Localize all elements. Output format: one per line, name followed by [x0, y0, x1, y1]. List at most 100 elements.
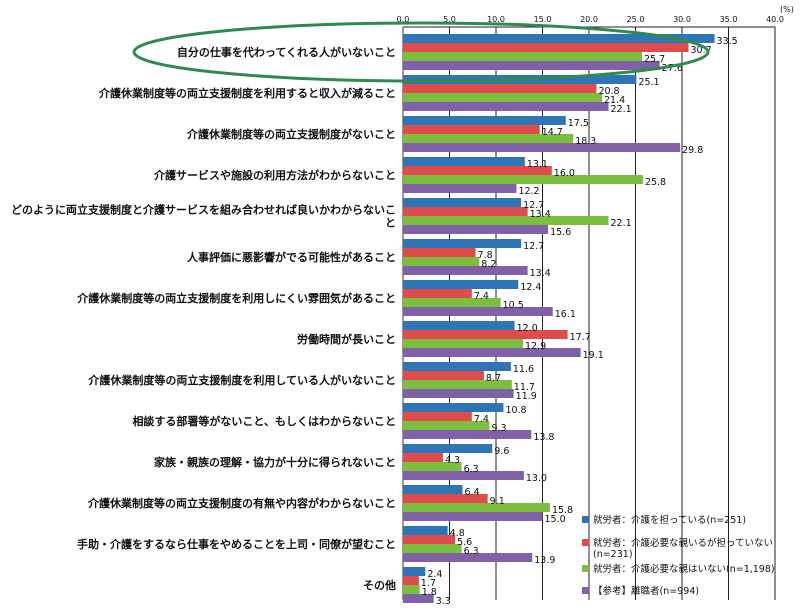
data-label: 11.6: [513, 364, 534, 375]
bar: [403, 380, 512, 389]
data-label: 25.8: [645, 177, 666, 188]
bar: [403, 198, 522, 207]
data-label: 15.0: [545, 514, 566, 525]
bar: [403, 339, 523, 348]
category-label: どのように両立支援制度と介護サービスを組み合わせれば良いかわからないこ: [11, 203, 396, 217]
data-label: 4.8: [450, 528, 465, 539]
legend-swatch: [582, 516, 589, 523]
data-label: 8.7: [486, 373, 501, 384]
data-label: 14.7: [542, 127, 563, 138]
unit-label: (%): [780, 5, 794, 14]
data-label: 33.5: [717, 36, 738, 47]
data-label: 11.9: [516, 391, 537, 402]
data-label: 6.4: [465, 487, 480, 498]
bar: [403, 330, 568, 339]
data-label: 18.3: [575, 136, 596, 147]
bar: [403, 280, 519, 289]
bar: [403, 371, 484, 380]
x-axis-tick-labels: 0.0 5.0 10.0 15.0 20.0 25.0 30.0 35.0 40.0: [397, 15, 784, 24]
data-label: 15.6: [550, 227, 571, 238]
x-tick-label: 35.0: [720, 15, 738, 24]
bar: [403, 125, 540, 134]
bar: [403, 544, 462, 553]
legend-label: 就労者：介護を担っている(n=251): [593, 514, 746, 526]
bar: [403, 403, 504, 412]
bar: [403, 567, 426, 576]
bar: [403, 102, 609, 111]
bar: [403, 93, 603, 102]
bar: [403, 175, 643, 184]
bar: [403, 61, 660, 70]
bar: [403, 166, 552, 175]
bar: [403, 462, 462, 471]
data-label: 12.7: [523, 200, 544, 211]
bar: [403, 84, 597, 93]
data-label: 11.7: [514, 382, 535, 393]
x-tick-label: 25.0: [627, 15, 645, 24]
data-label: 6.3: [464, 546, 479, 557]
bar: [403, 444, 493, 453]
category-label: 介護休業制度等の両立支援制度を利用しにくい雰囲気があること: [76, 291, 396, 305]
data-label: 30.7: [691, 45, 712, 56]
x-tick-label: 30.0: [673, 15, 691, 24]
category-label: 介護休業制度等の両立支援制度を利用している人がいないこと: [87, 373, 396, 387]
x-tick-label: 10.0: [487, 15, 505, 24]
data-label: 20.8: [598, 86, 619, 97]
data-label: 4.3: [445, 455, 460, 466]
bar: [403, 362, 511, 371]
data-label: 12.9: [525, 341, 546, 352]
data-label: 16.0: [554, 168, 575, 179]
bar: [403, 594, 434, 603]
bar: [403, 184, 517, 193]
bar: [403, 348, 581, 357]
bar: [403, 216, 609, 225]
bar: [403, 239, 522, 248]
bar: [403, 298, 501, 307]
data-label: 5.6: [457, 537, 472, 548]
bar: [403, 421, 490, 430]
category-label: その他: [363, 578, 396, 592]
bar: [403, 289, 472, 298]
data-label: 13.9: [534, 555, 555, 566]
legend-label: 就労者：介護必要な親はいない(n=1,198): [593, 563, 775, 575]
legend-swatch: [582, 539, 589, 546]
category-label: 手助・介護をするなら仕事をやめることを上司・同僚が望むこと: [77, 537, 396, 551]
x-tick-label: 0.0: [397, 15, 410, 24]
highlight-ellipse: [132, 21, 710, 83]
bar: [403, 494, 488, 503]
bar: [403, 225, 549, 234]
bar: [403, 157, 525, 166]
category-label: 介護休業制度等の両立支援制度がないこと: [186, 127, 396, 141]
data-label: 9.6: [494, 446, 509, 457]
bar: [403, 430, 532, 439]
bar: [403, 453, 443, 462]
data-label: 17.5: [568, 118, 589, 129]
bar: [403, 257, 480, 266]
data-label: 12.2: [518, 186, 539, 197]
data-label: 2.4: [427, 569, 442, 580]
bar: [403, 512, 543, 521]
legend-label: (n=231): [593, 549, 633, 560]
bar: [403, 266, 528, 275]
bar: [403, 116, 566, 125]
bar: [403, 412, 472, 421]
data-label: 22.1: [611, 218, 632, 229]
data-label: 12.4: [520, 282, 541, 293]
data-label: 25.1: [638, 77, 659, 88]
bar: [403, 585, 420, 594]
data-label: 10.8: [505, 405, 526, 416]
data-label: 3.3: [436, 596, 451, 607]
data-label: 15.8: [552, 505, 573, 516]
category-label: 人事評価に悪影響がでる可能性があること: [187, 250, 396, 264]
bar: [403, 503, 550, 512]
category-label: 介護休業制度等の両立支援制度を利用すると収入が減ること: [98, 86, 396, 100]
x-tick-label: 40.0: [766, 15, 784, 24]
category-label: 自分の仕事を代わってくれる人がいないこと: [177, 45, 396, 59]
data-label: 16.1: [555, 309, 576, 320]
category-label: 介護休業制度等の両立支援制度の有無や内容がわからないこと: [87, 496, 396, 510]
data-label: 7.4: [474, 291, 489, 302]
data-label: 13.0: [526, 473, 547, 484]
bar: [403, 34, 715, 43]
data-label: 17.7: [570, 332, 591, 343]
data-label: 19.1: [583, 350, 604, 361]
